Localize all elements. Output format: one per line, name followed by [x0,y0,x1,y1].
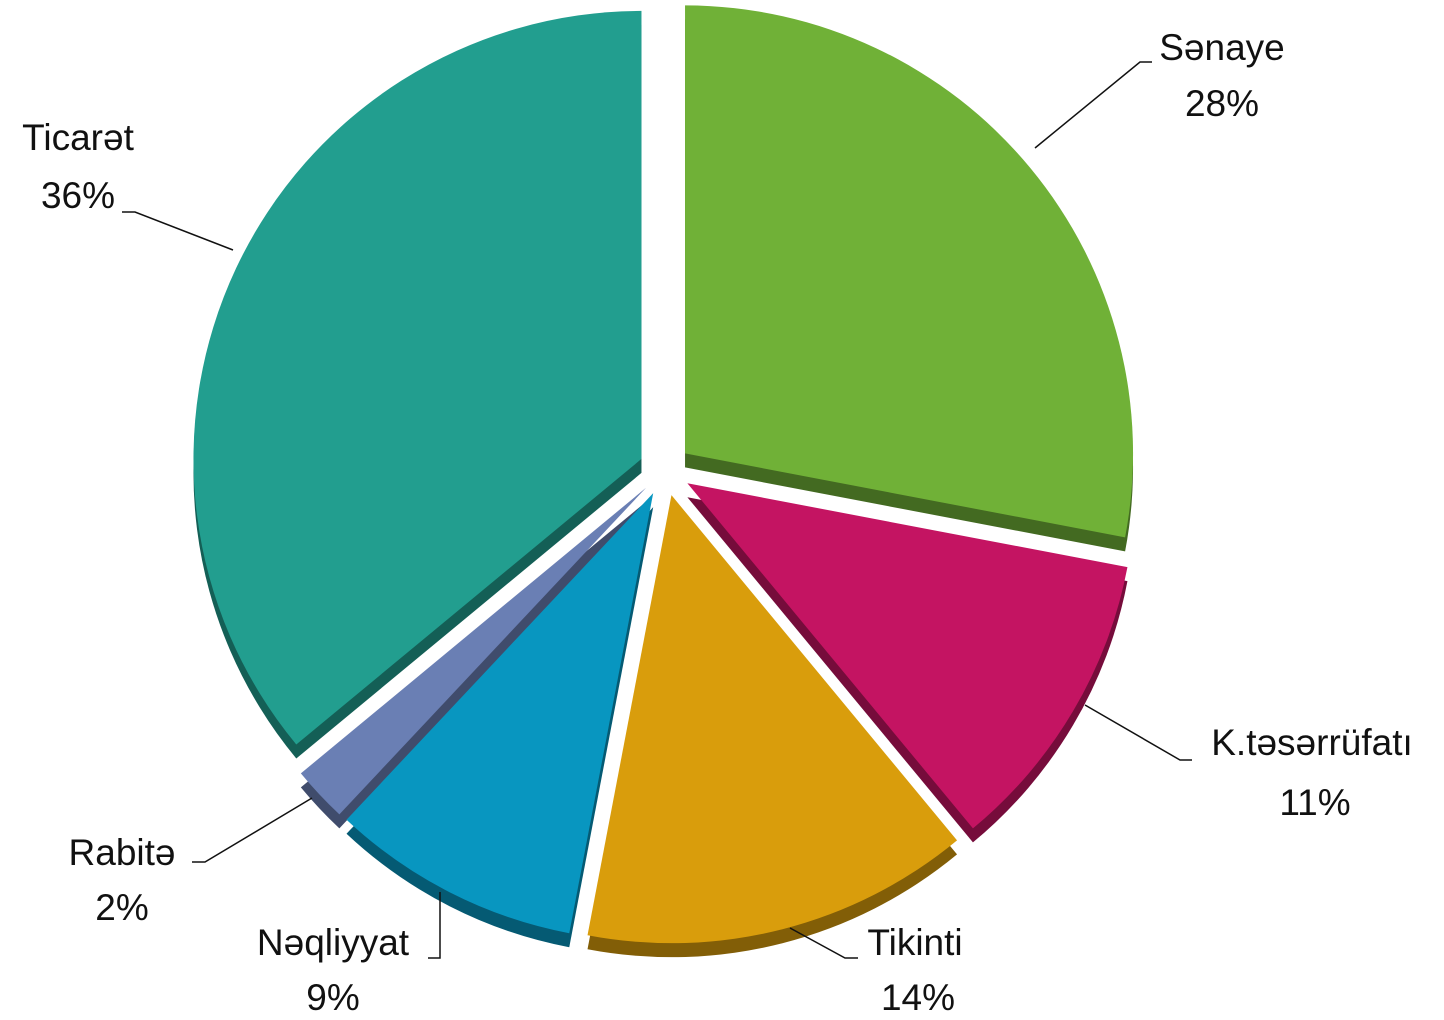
slice-label: Ticarət [22,117,134,158]
leader-line [428,892,441,959]
leader-line [1034,61,1152,149]
value-label: 2% [95,887,148,928]
value-label: 11% [1279,782,1350,823]
slice [687,483,1128,829]
slice [587,495,958,944]
leader-line [1084,704,1192,761]
leader-line [789,927,858,959]
value-label: 14% [881,977,955,1018]
slice [685,5,1134,538]
leader-line [192,797,313,863]
leader-line [122,211,234,251]
slice [193,10,642,745]
value-label: 28% [1185,83,1259,124]
slice-label: Nəqliyyat [257,922,410,963]
slice [346,493,654,934]
slice-label: Sənaye [1159,27,1285,68]
slice-label: Tikinti [867,922,962,963]
value-label: 9% [306,977,359,1018]
slice-label: Rabitə [69,832,176,873]
slice [300,487,647,815]
slice-label: K.təsərrüfatı [1211,722,1413,763]
value-label: 36% [41,175,115,216]
